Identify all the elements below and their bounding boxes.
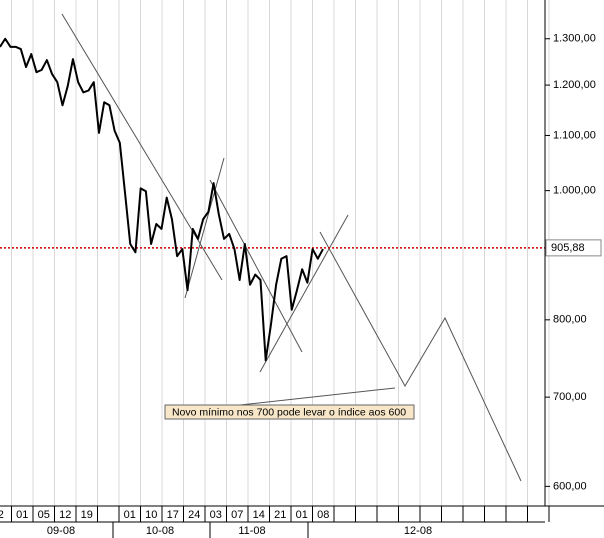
x-tick-label: 24 — [188, 509, 200, 521]
x-tick-label: 17 — [167, 509, 179, 521]
month-label: 12-08 — [404, 525, 432, 537]
x-tick-label: 12 — [59, 509, 71, 521]
trend-lines — [61, 13, 522, 482]
y-tick-label: 1.300,00 — [553, 33, 596, 45]
month-label: 11-08 — [238, 525, 265, 537]
level-label: 905,88 — [551, 242, 585, 254]
price-line — [0, 37, 324, 362]
y-tick-label: 1.200,00 — [553, 79, 596, 91]
y-tick-label: 1.000,00 — [553, 185, 596, 197]
annotation-box — [164, 404, 415, 420]
x-tick-label: 01 — [124, 509, 136, 521]
x-tick-label: 14 — [253, 509, 265, 521]
x-tick-label: 03 — [210, 509, 222, 521]
annotation: Novo mínimo nos 700 pode levar o índice … — [172, 406, 406, 418]
y-tick-label: 1.100,00 — [553, 129, 596, 141]
trend-line — [259, 214, 349, 373]
y-tick-label: 800,00 — [553, 314, 587, 326]
trend-line — [184, 157, 225, 299]
month-label: 10-08 — [146, 525, 174, 537]
x-tick-label: 10 — [145, 509, 157, 521]
level-label-box — [545, 239, 602, 257]
y-tick-label: 700,00 — [553, 391, 587, 403]
x-tick-label: 21 — [274, 509, 286, 521]
month-label: 09-08 — [47, 525, 75, 537]
x-tick-label: 07 — [231, 509, 243, 521]
trend-line — [209, 179, 303, 353]
annotation-pointer — [239, 387, 396, 406]
forecast-line — [319, 231, 522, 482]
x-tick-label: 19 — [81, 509, 93, 521]
plot — [0, 37, 545, 362]
x-tick-label: 2 — [0, 509, 4, 521]
y-tick-label: 600,00 — [553, 480, 587, 492]
x-tick-label: 08 — [317, 509, 329, 521]
x-tick-label: 01 — [16, 509, 28, 521]
x-tick-label: 05 — [38, 509, 50, 521]
x-tick-label: 01 — [296, 509, 308, 521]
